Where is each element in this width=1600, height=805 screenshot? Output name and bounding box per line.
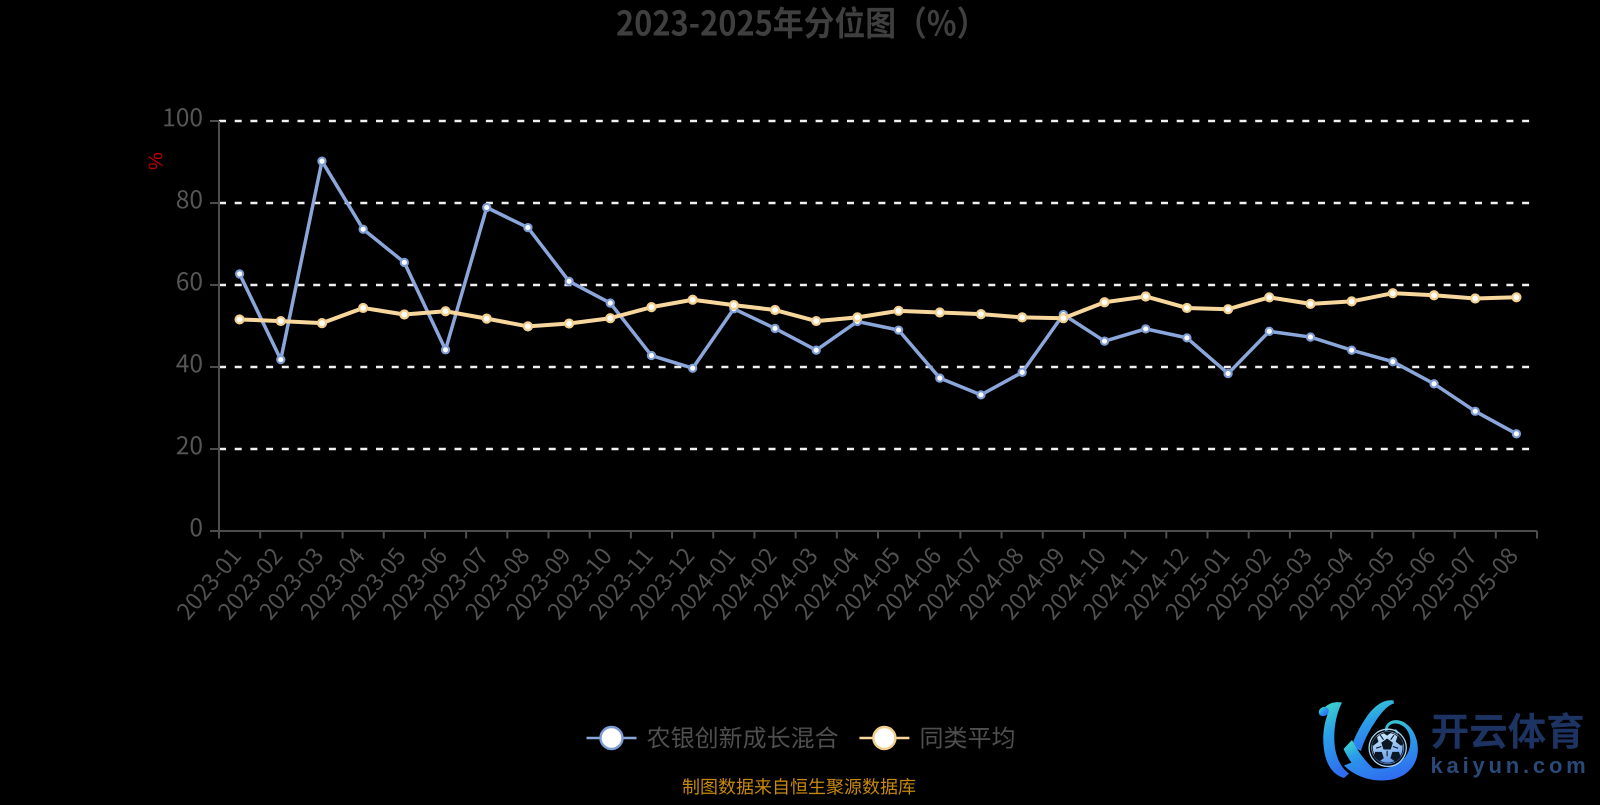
svg-text:kaiyun.com: kaiyun.com <box>1431 753 1590 778</box>
svg-text:%: % <box>146 152 168 170</box>
